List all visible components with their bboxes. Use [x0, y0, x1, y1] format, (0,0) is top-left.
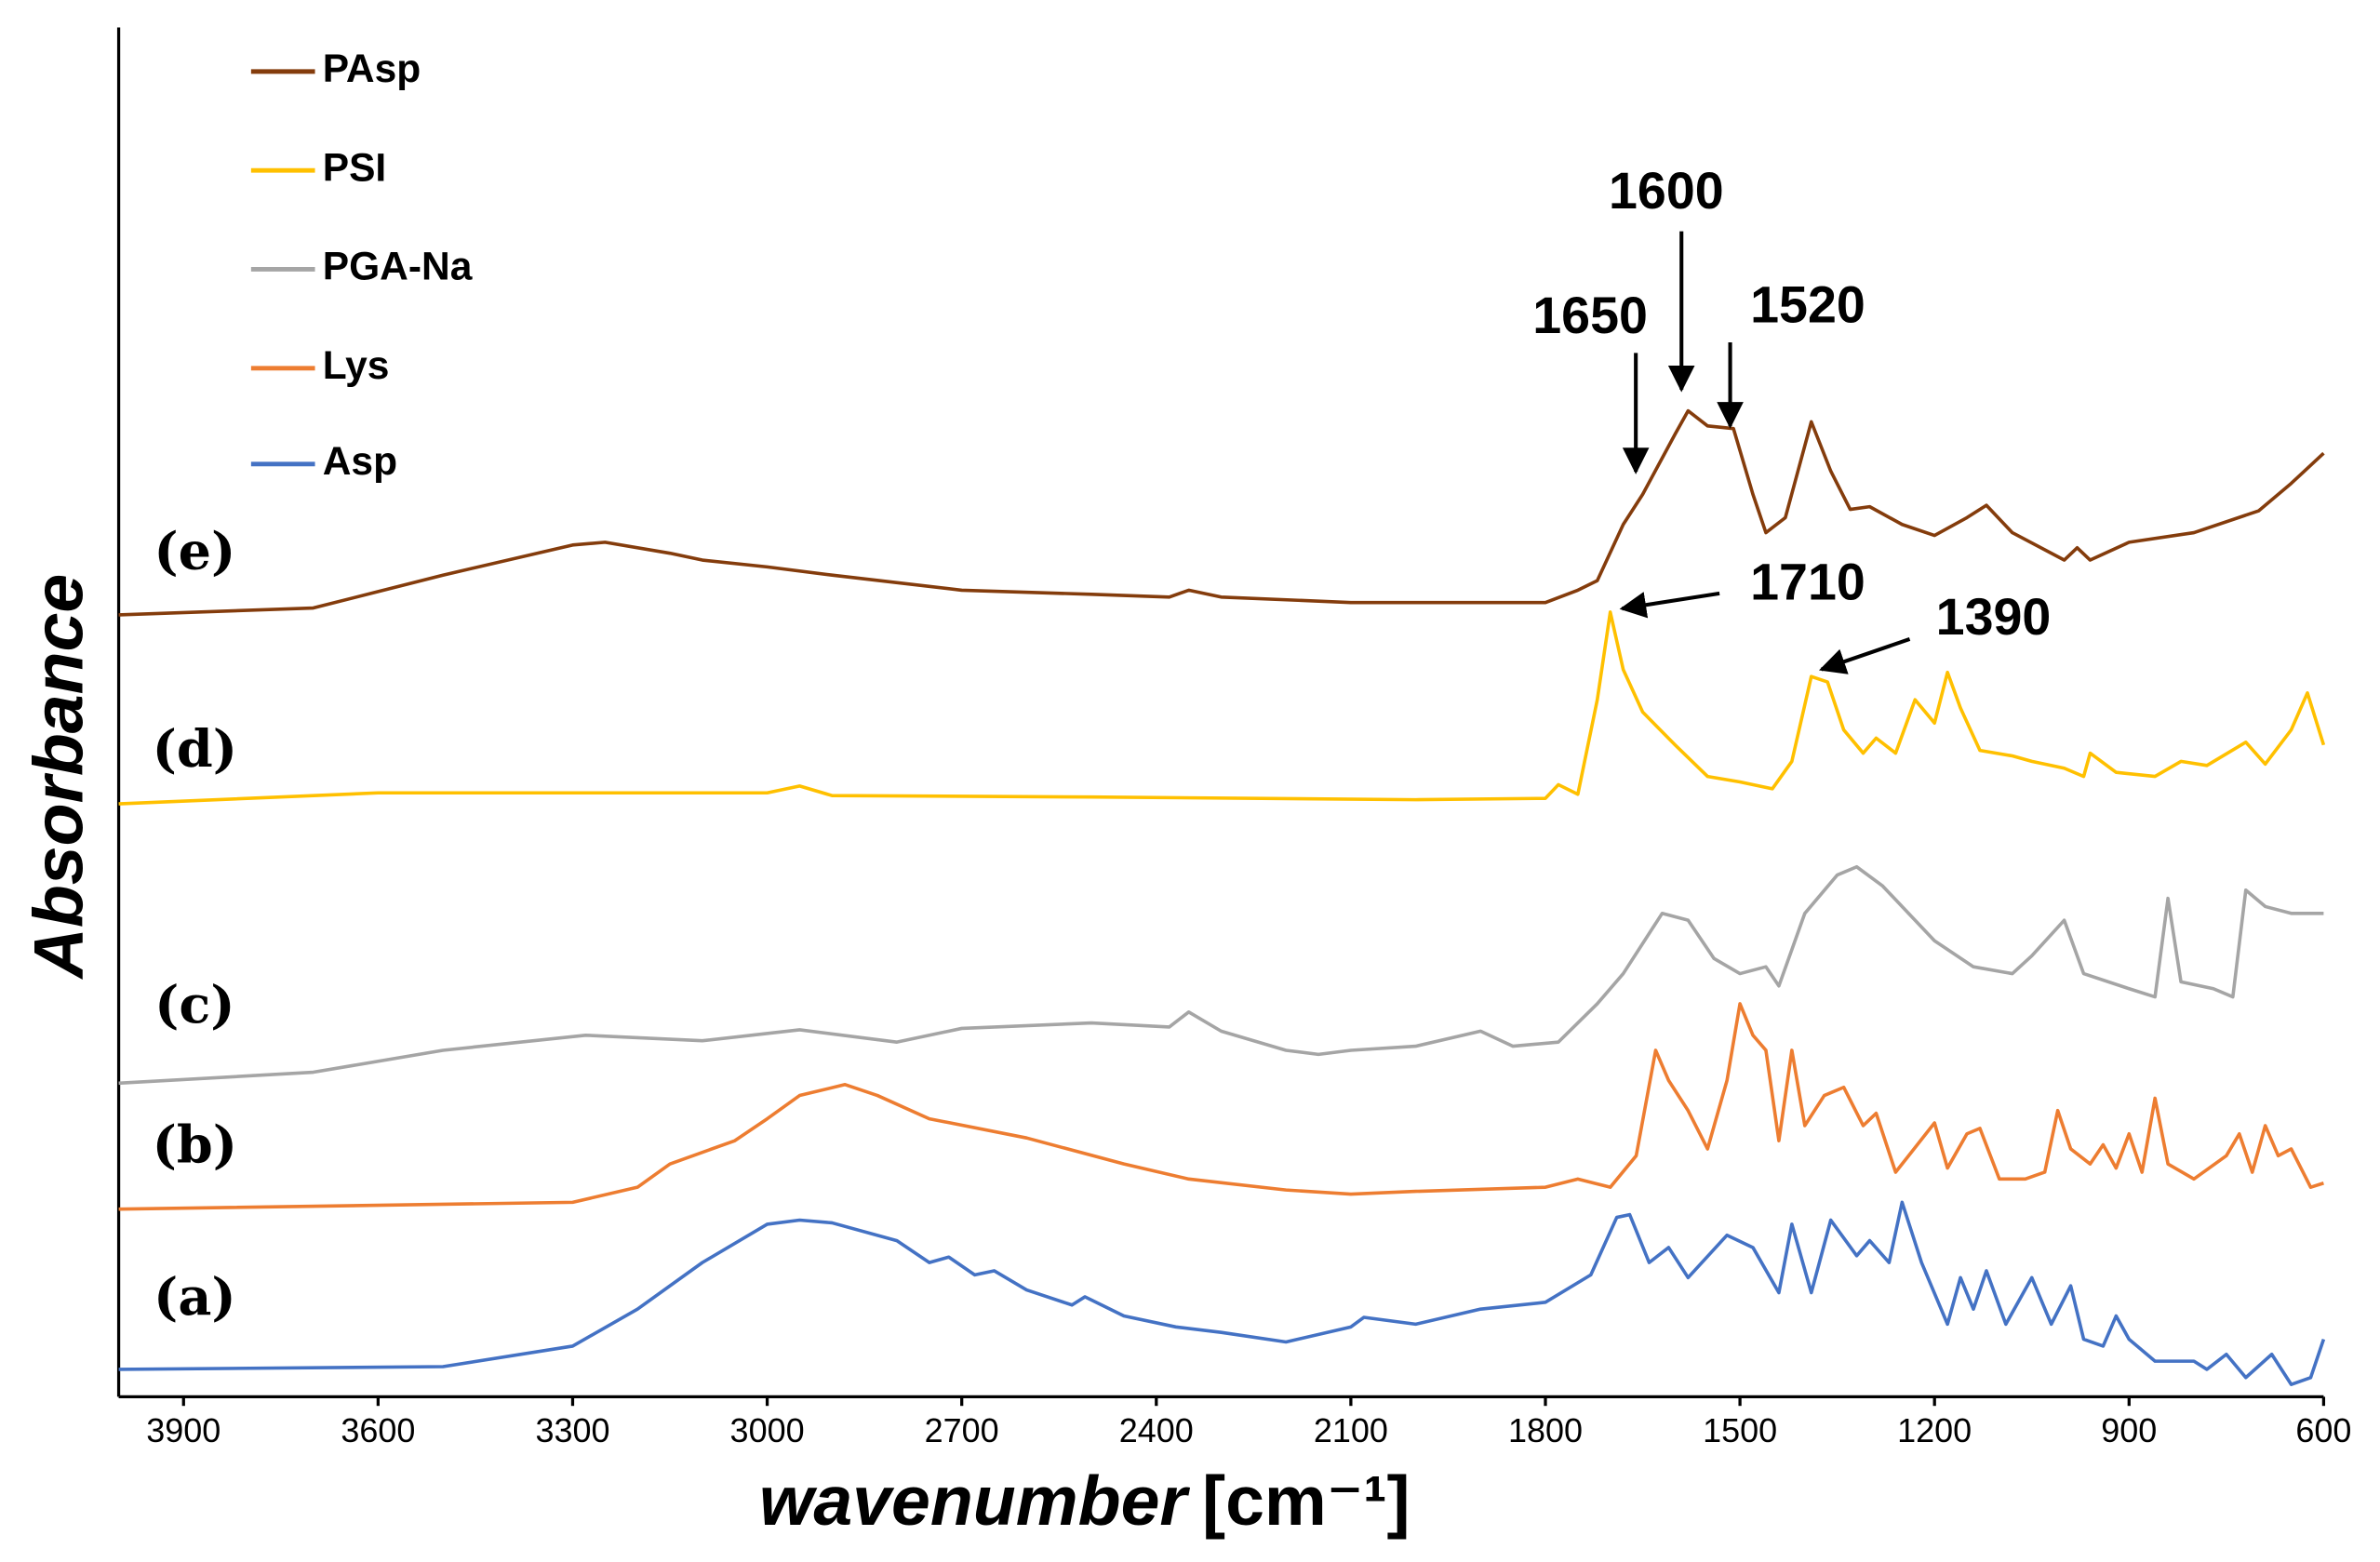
spectrum-line	[118, 408, 2325, 617]
peak-annotation: 1520	[1750, 276, 1865, 334]
peak-annotation: 1710	[1750, 553, 1865, 610]
x-tick-label: 3600	[341, 1411, 415, 1449]
curve-label: (d)	[153, 719, 237, 780]
x-tick-label: 2100	[1314, 1411, 1388, 1449]
x-axis-label: wavenumber	[759, 1462, 1191, 1540]
annotation-arrow	[1619, 591, 1720, 619]
x-tick-label: 2700	[925, 1411, 999, 1449]
x-tick-label: 3900	[146, 1411, 221, 1449]
peak-annotation: 1650	[1532, 287, 1648, 344]
spectrum-line	[118, 1002, 2324, 1211]
x-tick-label: 3300	[535, 1411, 609, 1449]
spectrum-line	[118, 864, 2324, 1086]
spectrum-line	[118, 1200, 2326, 1386]
peak-annotation: 1600	[1609, 162, 1724, 220]
plot-root: Absorbance wavenumber [cm⁻¹] 3900 3600 330…	[20, 27, 2351, 1540]
x-tick-label: 1500	[1703, 1411, 1777, 1449]
x-tick-label: 2400	[1119, 1411, 1194, 1449]
annotation-arrow	[1818, 636, 1911, 674]
x-tick-label: 600	[2295, 1411, 2351, 1449]
curve-label: (a)	[154, 1267, 236, 1328]
legend-label: PAsp	[323, 47, 421, 91]
x-tick-label: 1200	[1897, 1411, 1972, 1449]
curve-label: (e)	[154, 522, 235, 582]
x-tick-label: 900	[2101, 1411, 2157, 1449]
curve-label: (c)	[154, 975, 234, 1035]
y-axis-label: Absorbance	[20, 574, 98, 981]
legend-label: PGA-Na	[323, 246, 473, 289]
x-tick-label: 1800	[1508, 1411, 1583, 1449]
legend-label: PSI	[323, 146, 387, 190]
legend-label: Asp	[323, 440, 397, 484]
spectrum-line	[118, 610, 2326, 806]
x-axis-unit: [cm⁻¹]	[1202, 1462, 1411, 1540]
curve-label: (b)	[153, 1115, 237, 1175]
legend-label: Lys	[323, 344, 390, 388]
peak-annotation: 1390	[1936, 588, 2052, 646]
x-tick-label: 3000	[730, 1411, 805, 1449]
